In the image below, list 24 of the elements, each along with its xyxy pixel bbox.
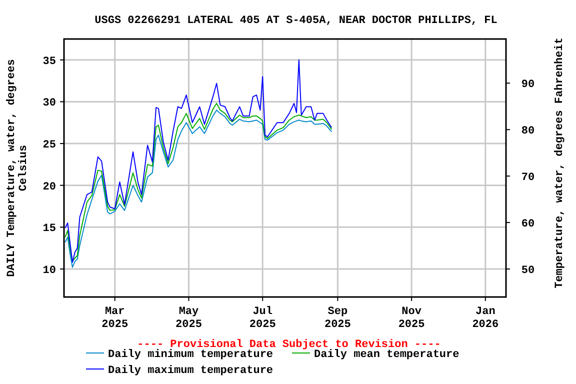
- y-tick-label: 30: [42, 98, 56, 110]
- y-axis-title: DAILY Temperature, water, degrees Celsius: [6, 59, 30, 277]
- x-tick-label: Sep 2025: [324, 306, 352, 331]
- x-tick-label: Mar 2025: [102, 306, 128, 331]
- chart-title: USGS 02266291 LATERAL 405 AT S-405A, NEAR DOCTOR PHILLIPS, FL: [94, 15, 498, 27]
- legend-label: Daily maximum temperature: [108, 365, 274, 377]
- y2-tick-label: 70: [521, 172, 535, 184]
- x-tick-label: Jan 2026: [472, 306, 499, 331]
- y2-tick-label: 80: [521, 126, 535, 138]
- y-tick-label: 25: [42, 140, 56, 152]
- y-tick-label: 35: [42, 56, 56, 68]
- x-tick-label: Jul 2025: [249, 306, 276, 331]
- y-tick-label: 10: [42, 264, 56, 277]
- legend-label: Daily minimum temperature: [108, 349, 274, 361]
- x-tick-label: May 2025: [176, 306, 202, 331]
- y2-tick-label: 50: [521, 264, 535, 277]
- line-series: [64, 59, 332, 263]
- y2-axis-title: Temperature, water, degrees Fahrenheit: [554, 38, 566, 288]
- y-tick-label: 15: [42, 223, 56, 236]
- y2-tick-label: 60: [521, 218, 535, 231]
- y-tick-label: 20: [42, 181, 56, 194]
- legend-label: Daily mean temperature: [314, 349, 460, 361]
- x-tick-label: Nov 2025: [398, 306, 426, 331]
- y2-tick-label: 90: [521, 79, 535, 92]
